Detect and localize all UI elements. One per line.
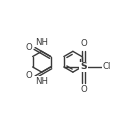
Text: S: S xyxy=(80,62,87,71)
Text: NH: NH xyxy=(35,77,48,86)
Text: O: O xyxy=(26,71,33,80)
Text: O: O xyxy=(80,39,87,48)
Text: Cl: Cl xyxy=(103,62,111,71)
Text: NH: NH xyxy=(35,38,48,47)
Text: O: O xyxy=(26,43,33,52)
Text: O: O xyxy=(80,85,87,94)
